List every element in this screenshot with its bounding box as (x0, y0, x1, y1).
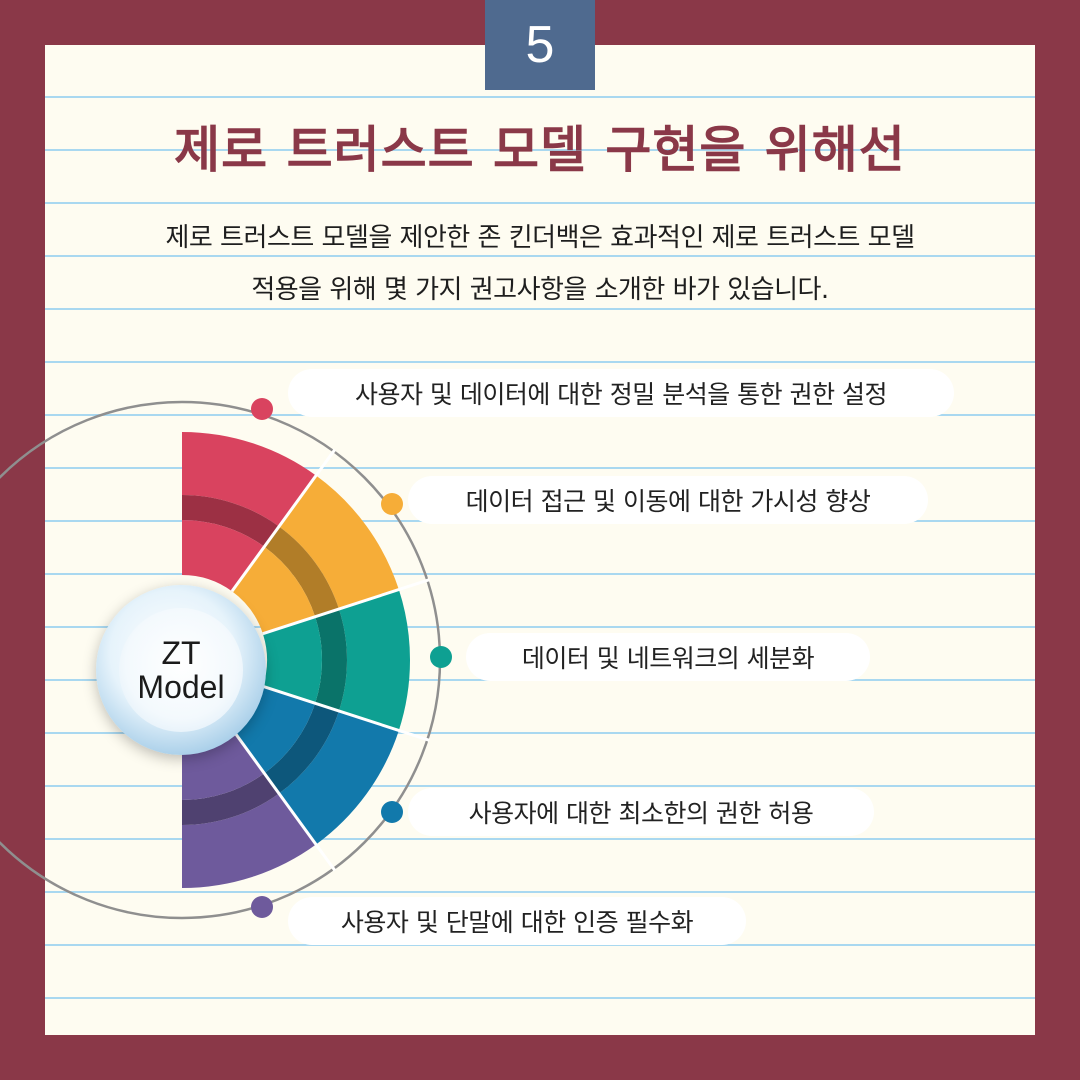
item-dot-3 (430, 646, 452, 668)
intro-line-2: 적용을 위해 몇 가지 권고사항을 소개한 바가 있습니다. (251, 275, 829, 305)
segment-band-4 (264, 703, 339, 794)
segment-divider-4 (230, 727, 337, 872)
zt-model-core-inner: ZT Model (119, 608, 243, 732)
core-line-1: ZT (161, 635, 201, 671)
segment-divider-2 (262, 578, 430, 636)
page-number-badge: 5 (485, 0, 595, 90)
item-label-4: 사용자에 대한 최소한의 권한 허용 (408, 788, 874, 836)
item-label-2: 데이터 접근 및 이동에 대한 가시성 향상 (408, 476, 928, 524)
segment-band-3 (315, 609, 347, 711)
segment-outer-2 (278, 475, 399, 610)
zt-model-core: ZT Model (96, 585, 266, 755)
intro-text: 제로 트러스트 모델을 제안한 존 킨더백은 효과적인 제로 트러스트 모델 적… (70, 212, 1010, 316)
segment-band-1 (182, 495, 279, 547)
item-label-1: 사용자 및 데이터에 대한 정밀 분석을 통한 권한 설정 (288, 369, 954, 417)
segment-inner-2 (231, 546, 316, 634)
segment-divider-1 (230, 448, 337, 593)
item-dot-2 (381, 493, 403, 515)
segment-band-2 (264, 526, 339, 617)
dot-group (251, 398, 452, 918)
segment-outer-4 (278, 710, 399, 845)
intro-line-1: 제로 트러스트 모델을 제안한 존 킨더백은 효과적인 제로 트러스트 모델 (165, 223, 915, 253)
item-label-5: 사용자 및 단말에 대한 인증 필수화 (288, 897, 746, 945)
core-line-2: Model (137, 669, 225, 705)
item-dot-4 (381, 801, 403, 823)
segment-band-5 (182, 773, 279, 825)
segment-inner-3 (262, 616, 323, 704)
item-dot-1 (251, 398, 273, 420)
segment-outer-1 (182, 432, 317, 527)
segment-outer-3 (338, 589, 411, 731)
segment-outer-5 (182, 793, 317, 888)
segment-divider-3 (262, 684, 430, 742)
page-title: 제로 트러스트 모델 구현을 위해선 (174, 121, 906, 179)
item-dot-5 (251, 896, 273, 918)
segment-group (182, 432, 430, 888)
item-label-3: 데이터 및 네트워크의 세분화 (466, 633, 870, 681)
